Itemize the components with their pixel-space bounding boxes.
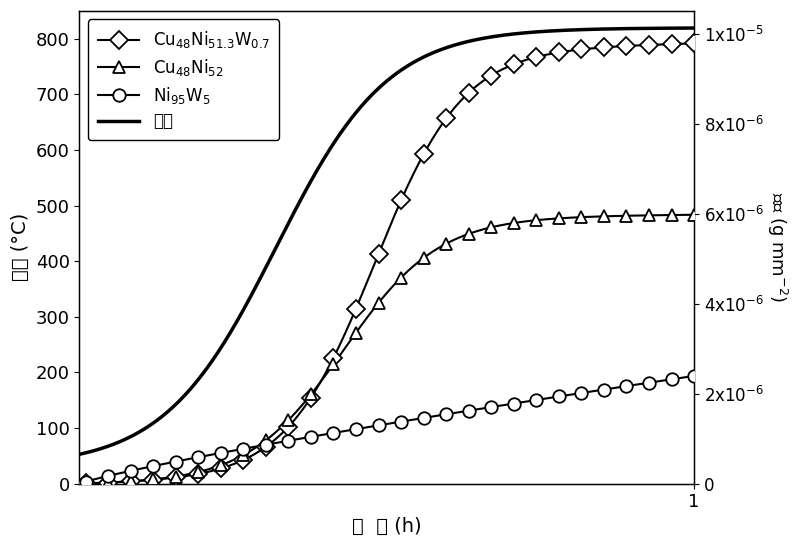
Y-axis label: 温度 (°C): 温度 (°C) <box>11 213 30 282</box>
X-axis label: 时  间 (h): 时 间 (h) <box>352 517 422 536</box>
Legend: Cu$_{48}$Ni$_{51.3}$W$_{0.7}$, Cu$_{48}$Ni$_{52}$, Ni$_{95}$W$_{5}$, 温度: Cu$_{48}$Ni$_{51.3}$W$_{0.7}$, Cu$_{48}$… <box>88 20 279 141</box>
Y-axis label: 质量 (g mm$^{-2}$): 质量 (g mm$^{-2}$) <box>765 193 789 302</box>
